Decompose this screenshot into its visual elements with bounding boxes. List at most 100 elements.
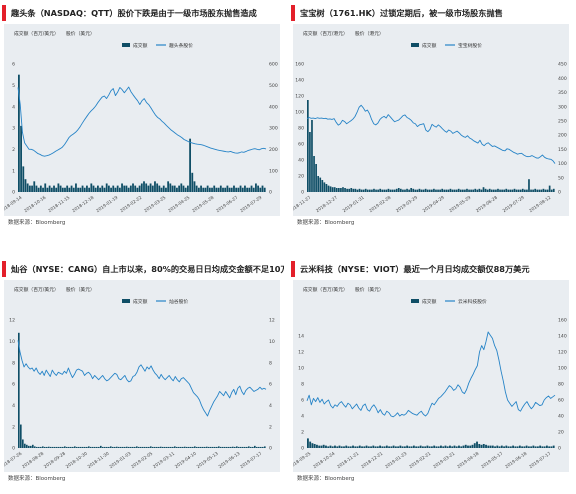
volume-bar xyxy=(449,188,452,192)
volume-bar xyxy=(165,187,167,192)
volume-bar xyxy=(24,443,26,448)
volume-bar xyxy=(431,446,433,448)
volume-bar xyxy=(348,188,351,192)
volume-bar xyxy=(514,446,517,448)
volume-bar xyxy=(228,187,231,192)
volume-bar xyxy=(552,188,555,192)
volume-bar xyxy=(460,446,463,448)
volume-bar xyxy=(123,185,126,192)
x-tick-label: 2018-12-27 xyxy=(315,195,339,214)
volume-bar xyxy=(418,188,421,192)
volume-bar xyxy=(307,100,309,192)
volume-bar xyxy=(210,446,212,448)
x-tick-label: 2019-02-21 xyxy=(408,451,432,470)
y-tick-label-left: 2 xyxy=(12,147,15,153)
volume-bar xyxy=(366,189,369,192)
volume-bar xyxy=(167,181,170,192)
x-tick-label: 2018-10-24 xyxy=(312,451,336,470)
volume-bar xyxy=(170,446,172,448)
y-tick-label-right: 100 xyxy=(558,161,567,167)
volume-bar xyxy=(539,445,542,448)
volume-bar xyxy=(192,446,194,448)
volume-bar xyxy=(130,446,132,448)
volume-bar xyxy=(78,446,80,448)
y-tick-label-left: 0 xyxy=(12,190,15,196)
volume-bar xyxy=(329,445,332,448)
volume-bar xyxy=(54,446,56,448)
x-tick-label: 2019-06-18 xyxy=(504,451,528,470)
volume-bar xyxy=(390,446,393,448)
x-tick-label: 2019-04-25 xyxy=(167,195,191,214)
volume-bar xyxy=(388,446,391,448)
volume-bar xyxy=(420,189,423,192)
volume-bar xyxy=(186,446,188,448)
volume-bar xyxy=(453,445,456,448)
volume-bar xyxy=(397,446,400,448)
volume-bar xyxy=(162,446,164,448)
volume-bar xyxy=(445,189,448,192)
accent-bar xyxy=(291,5,295,21)
volume-bar xyxy=(478,188,481,192)
volume-bar xyxy=(145,183,148,192)
volume-bar xyxy=(503,446,505,448)
volume-bar xyxy=(534,188,537,192)
volume-bar xyxy=(376,446,379,448)
price-line xyxy=(306,104,556,164)
x-tick-label: 2019-01-23 xyxy=(384,451,408,470)
volume-bar xyxy=(515,189,518,192)
volume-bar xyxy=(105,183,108,192)
volume-bar xyxy=(72,187,75,192)
x-tick-label: 2019-03-29 xyxy=(395,195,419,214)
volume-bar xyxy=(46,187,49,192)
left-axis-label: 成交额（百万/美元） xyxy=(303,286,348,293)
volume-bar xyxy=(122,446,124,448)
volume-bar xyxy=(118,187,121,192)
volume-bar xyxy=(186,185,189,192)
volume-bar xyxy=(459,189,462,192)
x-tick-label: 2019-01-31 xyxy=(342,195,366,214)
volume-bar xyxy=(204,446,206,448)
volume-bar xyxy=(524,189,526,192)
volume-bar xyxy=(505,445,508,448)
volume-bar xyxy=(214,446,216,448)
volume-bar xyxy=(447,189,450,192)
x-tick-label: 2019-03-11 xyxy=(152,451,176,470)
volume-bar xyxy=(437,189,439,192)
chart-panel-viomi: 云米科技（NYSE：VIOT）最近一个月日均成交额仅88万美元 成交额（百万/美… xyxy=(288,258,573,494)
volume-bar xyxy=(195,185,198,192)
volume-bar xyxy=(541,446,544,448)
volume-bar xyxy=(358,188,361,192)
chart-panel-babytree: 宝宝树（1761.HK）过锁定期后，被一级市场股东抛售 成交额（百万/港元） 股价… xyxy=(288,2,573,238)
volume-bar xyxy=(156,446,158,448)
volume-bar xyxy=(26,444,28,448)
volume-bar xyxy=(222,187,224,192)
chart-svg: 成交额（百万/美元） 股价（美元） 成交额 趣头条股价 0 1 2 3 4 5 6 0 100 200 30… xyxy=(0,30,278,214)
volume-bar xyxy=(338,188,340,192)
volume-bar xyxy=(397,188,400,192)
volume-bar xyxy=(42,446,44,448)
volume-bar xyxy=(437,446,440,448)
volume-bar xyxy=(20,125,22,192)
volume-bar xyxy=(532,189,534,192)
y-tick-label-left: 160 xyxy=(295,62,304,68)
volume-bar xyxy=(518,445,521,448)
volume-bar xyxy=(399,445,402,448)
y-tick-label-left: 0 xyxy=(12,446,15,452)
volume-bar xyxy=(110,446,112,448)
volume-bar xyxy=(56,446,58,448)
volume-bar xyxy=(134,446,136,448)
x-tick-label: 2018-08-28 xyxy=(21,451,45,470)
y-tick-label-right: 0 xyxy=(269,446,272,452)
volume-bar xyxy=(474,188,477,192)
volume-bar xyxy=(132,183,134,192)
volume-bar xyxy=(408,446,411,448)
x-tick-label: 2019-01-19 xyxy=(95,195,119,214)
volume-bar xyxy=(262,446,264,448)
y-tick-label-right: 400 xyxy=(269,104,278,110)
y-tick-label-right: 350 xyxy=(558,90,567,96)
volume-bar xyxy=(362,189,365,192)
x-tick-label: 2018-11-15 xyxy=(47,195,71,214)
volume-bar xyxy=(470,189,472,192)
volume-bar xyxy=(331,187,334,192)
volume-bar xyxy=(147,185,150,192)
